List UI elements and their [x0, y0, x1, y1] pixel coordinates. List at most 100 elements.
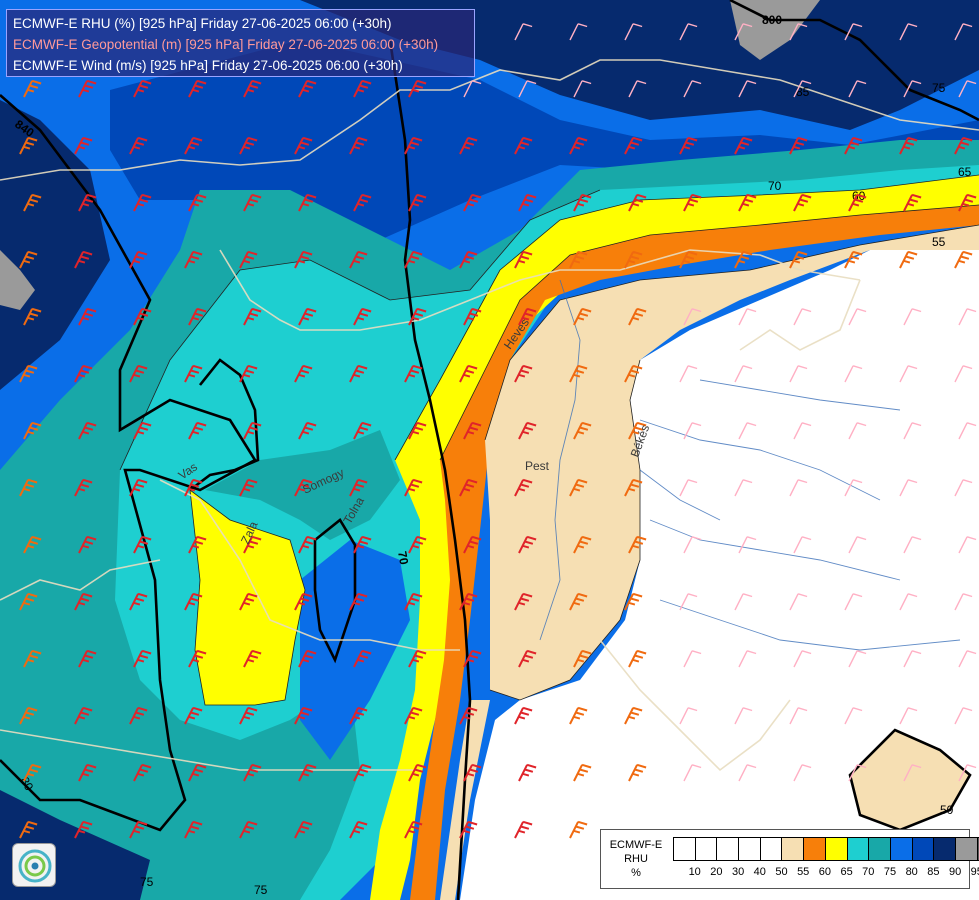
legend-tick: 50 — [775, 866, 788, 878]
wind-barb-icon — [844, 23, 863, 41]
wind-barb-icon — [899, 479, 918, 497]
wind-barb-icon — [899, 365, 918, 383]
legend-tick: 75 — [883, 866, 897, 878]
wind-barb-icon — [899, 136, 918, 155]
wind-barb-icon — [793, 764, 812, 782]
wind-barb-icon — [23, 79, 42, 98]
wind-barb-icon — [569, 364, 588, 383]
legend-tick-labels: 1020304050556065707580859095100 — [673, 866, 979, 882]
wind-barb-icon — [628, 763, 647, 782]
wind-barb-icon — [349, 364, 368, 383]
wind-barb-icon — [239, 592, 258, 611]
wind-barb-icon — [679, 136, 698, 155]
legend-tick: 95 — [970, 866, 979, 878]
country-borders — [0, 59, 979, 772]
wind-barb-icon — [188, 79, 207, 98]
wind-barb-icon — [294, 364, 313, 383]
rh-65-island — [190, 490, 305, 705]
legend-swatch — [782, 838, 805, 860]
wind-barb-icon — [518, 649, 537, 668]
wind-barb-icon — [294, 592, 313, 611]
legend-swatch — [717, 838, 740, 860]
geopotential-contour-southeast — [848, 728, 972, 832]
wind-barb-icon — [19, 820, 38, 839]
wind-barb-icon — [903, 764, 922, 782]
legend-swatch — [934, 838, 956, 860]
rh-95-area-west — [0, 250, 35, 310]
wind-barb-icon — [404, 478, 423, 497]
wind-barb-icon — [129, 820, 148, 839]
wind-barb-icon — [239, 706, 258, 725]
wind-barb-icon — [243, 535, 262, 554]
contour-label-75-ne: 75 — [932, 81, 946, 95]
legend-tick: 70 — [862, 866, 875, 878]
wind-barb-icon — [459, 820, 478, 839]
wind-barb-icon — [133, 79, 152, 98]
wind-barb-icon — [958, 536, 977, 554]
wind-barb-icon — [734, 479, 753, 497]
wind-barb-icon — [848, 650, 867, 668]
wind-barb-icon — [23, 649, 42, 668]
wind-barb-icon — [23, 421, 42, 440]
wind-barb-icon — [349, 250, 368, 269]
wind-barb-icon — [463, 535, 482, 554]
wind-barb-icon — [958, 422, 977, 440]
wind-barb-icon — [463, 763, 482, 782]
wind-barb-icon — [23, 535, 42, 554]
legend-tick: 60 — [818, 866, 832, 878]
wind-barb-icon — [243, 763, 262, 782]
wind-barb-icon — [679, 479, 698, 497]
legend-swatch — [760, 838, 783, 860]
wind-barb-icon — [349, 592, 368, 611]
legend-tick: 20 — [710, 866, 723, 878]
wind-barb-icon — [184, 136, 203, 155]
wind-barb-icon — [408, 421, 427, 440]
wind-barb-icon — [129, 250, 148, 269]
wind-barb-icon — [683, 422, 702, 440]
wind-barb-icon — [353, 421, 372, 440]
wind-barb-icon — [958, 764, 977, 782]
wind-barb-icon — [848, 193, 867, 212]
wind-barb-icon — [459, 592, 478, 611]
wind-barb-icon — [679, 23, 698, 41]
wind-barb-icon — [679, 593, 698, 611]
wind-barb-icon — [789, 593, 808, 611]
wind-barb-icon — [129, 592, 148, 611]
wind-barb-icon — [514, 364, 533, 383]
legend-title-unit: % — [631, 867, 641, 879]
wind-barb-icon — [514, 592, 533, 611]
wind-barb-icon — [243, 307, 262, 326]
wind-barb-icon — [848, 764, 867, 782]
wind-barb-icon — [298, 535, 317, 554]
wind-barb-icon — [683, 308, 702, 326]
legend-tick: 10 — [688, 866, 701, 878]
wind-barb-icon — [294, 820, 313, 839]
wind-barb-icon — [74, 820, 93, 839]
wind-barb-icon — [793, 80, 812, 98]
wind-barb-icon — [738, 80, 757, 98]
wind-barb-icon — [514, 23, 533, 41]
wind-barb-icon — [188, 307, 207, 326]
legend-swatch — [825, 838, 848, 860]
wind-barb-icon — [679, 250, 698, 269]
wind-barb-icon — [514, 820, 533, 839]
wind-barb-icon — [353, 193, 372, 212]
wind-barb-icon — [133, 649, 152, 668]
wind-barb-icon — [844, 136, 863, 155]
wind-barb-icon — [848, 536, 867, 554]
wind-barb-icon — [903, 193, 922, 212]
wind-barb-icon — [78, 535, 97, 554]
wind-barb-icon — [349, 478, 368, 497]
wind-barb-icon — [459, 250, 478, 269]
wind-barb-icon — [74, 706, 93, 725]
wind-barb-icon — [903, 308, 922, 326]
wind-barb-icon — [404, 136, 423, 155]
wind-barb-icon — [188, 763, 207, 782]
wind-barb-icon — [738, 536, 757, 554]
wind-barb-icon — [243, 193, 262, 212]
legend-swatch — [739, 838, 761, 860]
wind-barb-icon — [789, 136, 808, 155]
wind-barb-icon — [683, 650, 702, 668]
rh-80-island-south — [300, 540, 410, 760]
